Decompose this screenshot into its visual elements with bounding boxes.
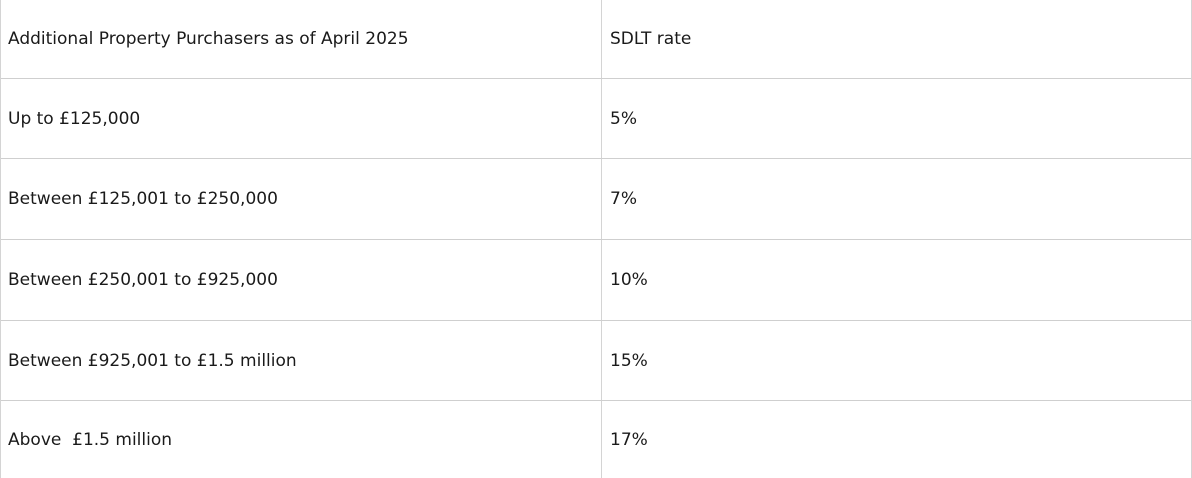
- header-cell: Additional Property Purchasers as of Apr…: [1, 0, 602, 78]
- table-cell: Between £925,001 to £1.5 million: [1, 321, 602, 400]
- table-cell: Above £1.5 million: [1, 401, 602, 478]
- table-row: Between £925,001 to £1.5 million 15%: [1, 320, 1191, 400]
- table-row: Above £1.5 million 17%: [1, 400, 1191, 478]
- table-row: Up to £125,000 5%: [1, 78, 1191, 158]
- table-cell: Between £250,001 to £925,000: [1, 240, 602, 320]
- table-cell: Up to £125,000: [1, 79, 602, 158]
- table-row: Between £125,001 to £250,000 7%: [1, 158, 1191, 239]
- table-cell: Between £125,001 to £250,000: [1, 159, 602, 239]
- header-row: Additional Property Purchasers as of Apr…: [1, 0, 1191, 78]
- header-cell: SDLT rate: [610, 29, 692, 49]
- table-cell: 7%: [610, 189, 637, 209]
- table-cell: 17%: [610, 429, 648, 450]
- table-cell: 10%: [610, 270, 648, 290]
- table-cell: 5%: [610, 108, 637, 129]
- table-row: Between £250,001 to £925,000 10%: [1, 239, 1191, 320]
- table-cell: 15%: [610, 350, 648, 371]
